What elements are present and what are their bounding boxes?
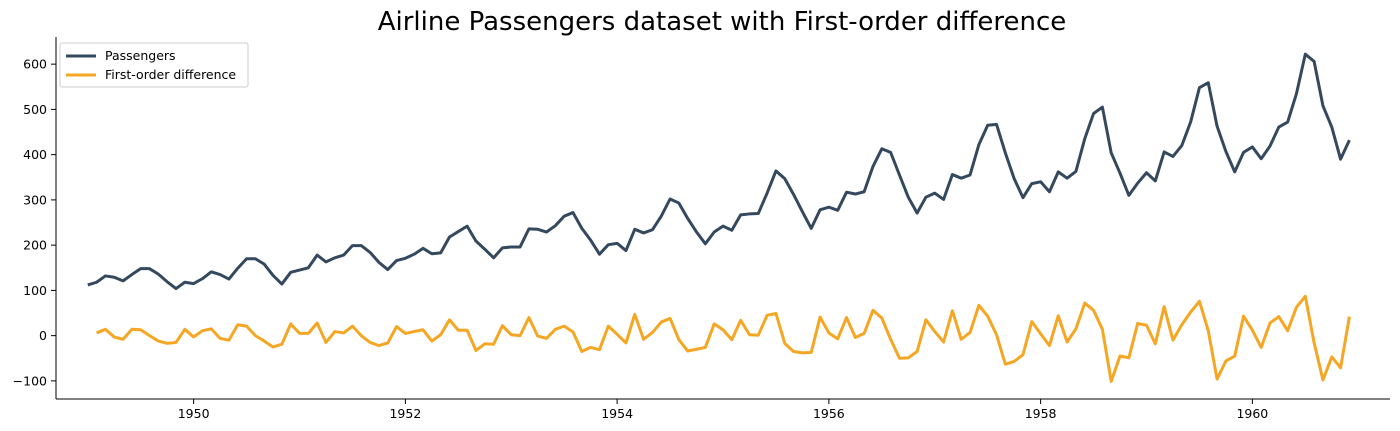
y-tick-label: 300 <box>23 192 47 207</box>
x-tick-label: 1958 <box>1025 406 1057 421</box>
axes <box>55 37 1390 400</box>
x-tick-label: 1960 <box>1236 406 1268 421</box>
legend-label-first-order-difference: First-order difference <box>105 67 236 82</box>
y-tick-label: 0 <box>39 328 47 343</box>
y-tick-label: −100 <box>13 373 47 388</box>
chart-title: Airline Passengers dataset with First-or… <box>378 7 1067 37</box>
plot-lines <box>87 52 1351 383</box>
y-tick-label: 400 <box>23 147 47 162</box>
x-tick-label: 1956 <box>813 406 845 421</box>
y-tick-label: 200 <box>23 238 47 253</box>
y-tick-label: 600 <box>23 57 47 72</box>
legend: Passengers First-order difference <box>59 42 249 88</box>
x-tick-label: 1950 <box>178 406 210 421</box>
series-line-passengers <box>87 52 1351 291</box>
legend-label-passengers: Passengers <box>105 48 176 63</box>
y-tick-label: 500 <box>23 102 47 117</box>
x-tick-label: 1952 <box>389 406 421 421</box>
x-tick-label: 1954 <box>601 406 633 421</box>
y-tick-label: 100 <box>23 283 47 298</box>
ticks: 1950 1952 1954 1956 1958 1960 −100 0 100 200 300 40… <box>13 57 1269 421</box>
series-line-first-order-difference <box>96 294 1351 383</box>
legend-box <box>59 42 249 88</box>
